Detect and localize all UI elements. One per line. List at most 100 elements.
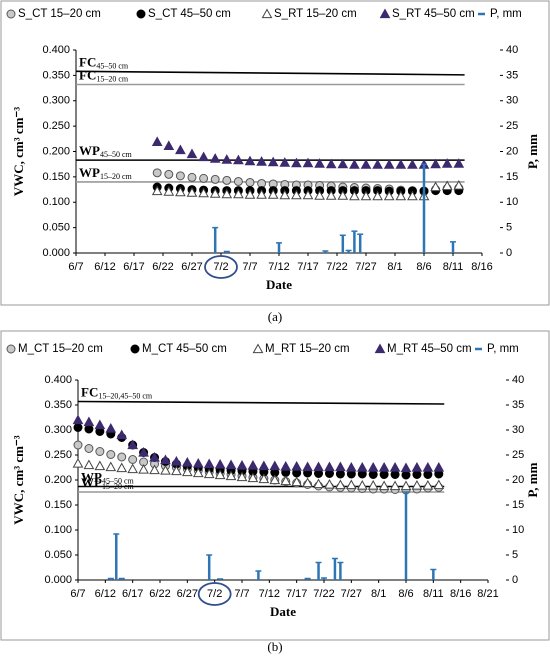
data-point — [314, 158, 325, 168]
data-point — [422, 461, 434, 472]
legend-swatch — [261, 8, 273, 19]
data-point — [441, 180, 453, 191]
data-point — [214, 458, 226, 469]
y2-tick-label: 40 — [506, 44, 518, 56]
data-point — [214, 469, 226, 480]
data-point — [117, 452, 127, 462]
data-point — [94, 419, 106, 430]
x-tick-label: 7/12 — [268, 261, 289, 273]
data-point — [160, 464, 171, 475]
panel-border — [0, 330, 550, 641]
x-tick-label: 8/11 — [423, 588, 444, 600]
data-point — [372, 190, 383, 201]
data-point — [73, 440, 83, 450]
x-tick-label: 6/27 — [177, 588, 198, 600]
data-point — [412, 470, 422, 479]
reference-label-sub: 15–20 cm — [100, 172, 133, 181]
legend-swatch — [6, 344, 16, 354]
y2-tick-label: 30 — [506, 95, 518, 107]
y-tick-label: 0.250 — [42, 120, 70, 132]
data-point — [233, 176, 243, 186]
data-point — [280, 460, 292, 471]
y2-tick-label: 15 — [506, 171, 518, 183]
y2-tick-label: 30 — [512, 424, 524, 436]
reference-line — [75, 70, 465, 76]
data-point — [325, 190, 337, 200]
y-tick-label: 0.400 — [44, 374, 72, 386]
x-tick-label: 8/6 — [398, 588, 413, 600]
x-tick-label: 6/7 — [68, 261, 83, 273]
legend-label: S_RT 15–20 cm — [274, 8, 357, 20]
y-tick-label: 0.100 — [42, 196, 70, 208]
x-tick-label: 6/12 — [94, 261, 115, 273]
data-point — [383, 159, 395, 169]
data-point — [186, 148, 198, 159]
data-point — [149, 464, 160, 475]
data-point — [198, 151, 209, 162]
data-point — [72, 457, 84, 468]
data-point — [423, 470, 433, 479]
data-point — [291, 157, 302, 168]
data-point — [360, 190, 372, 201]
data-point — [149, 451, 160, 462]
reference-label: FC15–20,45–50 cm — [81, 384, 153, 400]
reference-label-sub: 45–50 cm — [102, 476, 135, 485]
legend-label: S_CT 45–50 cm — [148, 8, 231, 20]
data-point — [151, 136, 163, 146]
data-point — [127, 439, 139, 450]
data-point — [335, 479, 346, 490]
data-point — [236, 471, 248, 482]
data-point — [313, 461, 324, 472]
data-point — [337, 158, 349, 169]
data-point — [181, 456, 193, 467]
data-point — [94, 460, 106, 471]
y2-tick-label: 15 — [512, 499, 524, 511]
x-tick-label: 8/11 — [443, 261, 464, 273]
data-point — [291, 460, 303, 471]
data-point — [83, 459, 95, 470]
data-point — [244, 189, 256, 199]
data-point — [378, 461, 390, 472]
data-point — [105, 422, 117, 433]
data-point — [105, 461, 117, 472]
highlight-ellipse — [204, 255, 238, 279]
data-point — [221, 188, 233, 199]
y-tick-label: 0.100 — [44, 524, 72, 536]
reference-label: WP15–20 cm — [81, 475, 135, 491]
data-point — [324, 478, 335, 489]
data-point — [324, 461, 335, 472]
data-point — [128, 455, 138, 464]
data-point — [171, 465, 182, 476]
data-point — [225, 459, 237, 470]
reference-label: FC15–20 cm — [79, 67, 129, 83]
data-point — [395, 190, 407, 201]
x-tick-label: 6/17 — [122, 588, 143, 600]
data-point — [175, 171, 185, 181]
data-point — [247, 459, 259, 470]
legend-swatch — [130, 344, 140, 354]
legend-swatch — [136, 9, 146, 19]
data-point — [372, 159, 383, 169]
data-point — [192, 457, 204, 468]
data-point — [83, 416, 95, 427]
data-point — [84, 424, 94, 434]
reference-label-sub: 15–20 cm — [96, 74, 129, 83]
data-point — [116, 462, 128, 473]
reference-label: WP45–50 cm — [81, 469, 135, 485]
y2-tick-label: 20 — [512, 474, 524, 486]
data-point — [337, 190, 349, 200]
data-point — [72, 414, 84, 425]
data-point — [198, 187, 209, 198]
x-tick-label: 7/12 — [259, 588, 280, 600]
panel-border — [0, 0, 550, 306]
y2-tick-label: 10 — [512, 524, 524, 536]
y2-tick-label: 25 — [512, 449, 524, 461]
x-tick-label: 7/7 — [234, 588, 249, 600]
data-point — [151, 185, 163, 196]
data-point — [160, 454, 171, 465]
data-point — [269, 460, 281, 471]
data-point — [400, 462, 412, 473]
data-point — [453, 179, 465, 190]
data-point — [171, 455, 182, 466]
data-point — [400, 480, 412, 491]
